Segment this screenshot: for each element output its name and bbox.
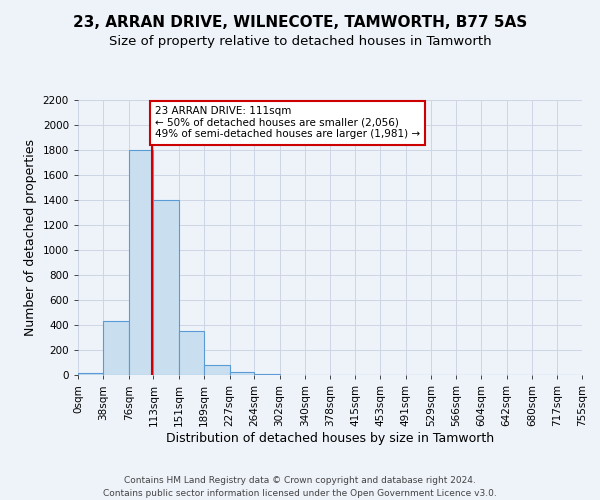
- Bar: [103, 322, 129, 375]
- Text: Contains HM Land Registry data © Crown copyright and database right 2024.
Contai: Contains HM Land Registry data © Crown c…: [103, 476, 497, 498]
- Bar: [230, 372, 254, 375]
- Bar: [78, 372, 103, 375]
- Y-axis label: Number of detached properties: Number of detached properties: [24, 139, 37, 336]
- X-axis label: Distribution of detached houses by size in Tamworth: Distribution of detached houses by size …: [166, 432, 494, 444]
- Bar: [204, 365, 230, 375]
- Bar: [154, 200, 179, 375]
- Text: 23, ARRAN DRIVE, WILNECOTE, TAMWORTH, B77 5AS: 23, ARRAN DRIVE, WILNECOTE, TAMWORTH, B7…: [73, 15, 527, 30]
- Bar: [254, 374, 280, 375]
- Text: 23 ARRAN DRIVE: 111sqm
← 50% of detached houses are smaller (2,056)
49% of semi-: 23 ARRAN DRIVE: 111sqm ← 50% of detached…: [155, 106, 420, 140]
- Bar: [129, 150, 154, 375]
- Text: Size of property relative to detached houses in Tamworth: Size of property relative to detached ho…: [109, 35, 491, 48]
- Bar: [179, 331, 204, 375]
